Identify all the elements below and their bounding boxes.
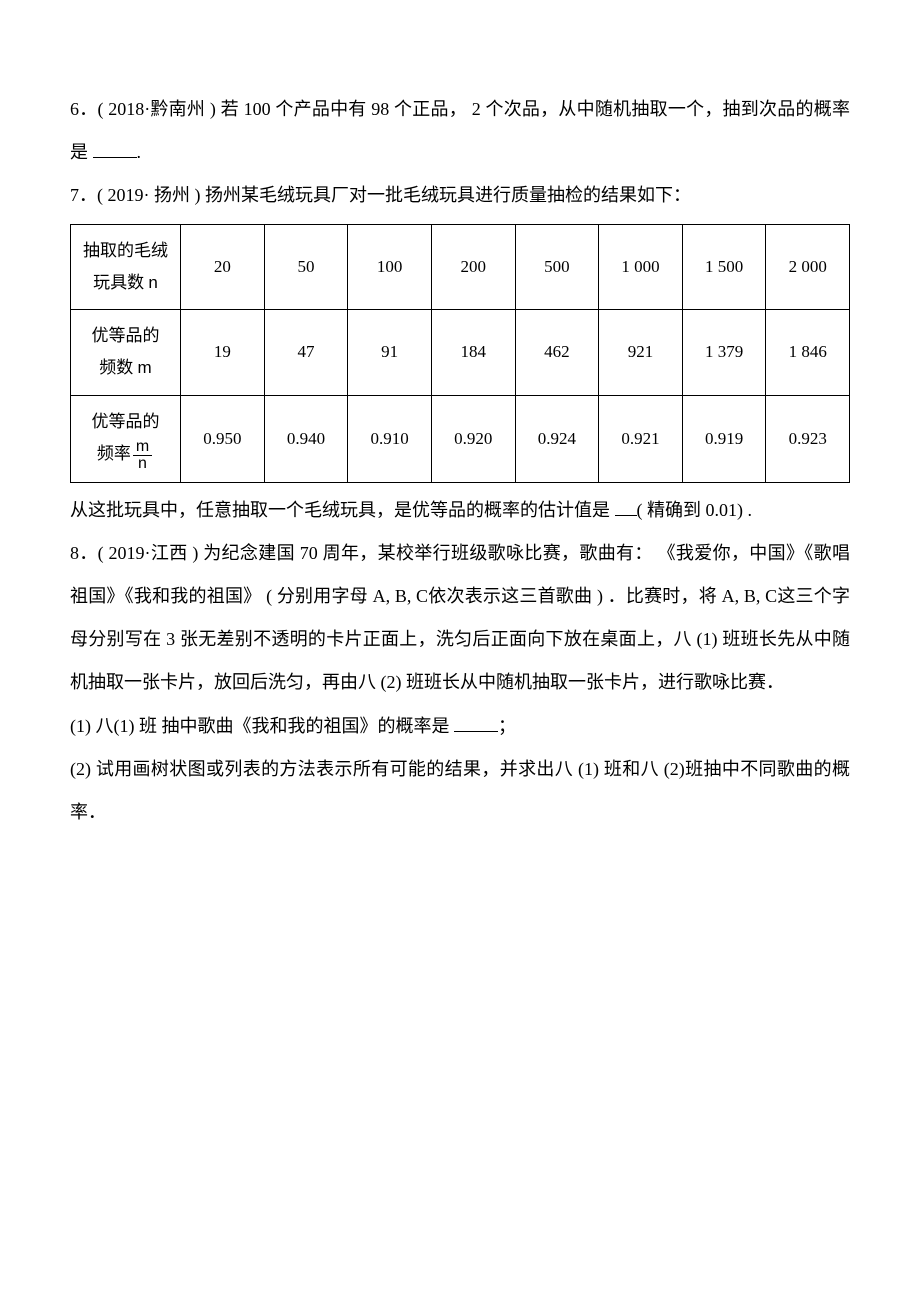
table-cell: 50 <box>264 224 348 310</box>
row-header-m: 优等品的 频数 m <box>71 310 181 396</box>
table-cell: 91 <box>348 310 432 396</box>
q7-after-b: 精确到 0.01) . <box>643 500 753 520</box>
q8-blank <box>454 714 498 732</box>
table-cell: 200 <box>431 224 515 310</box>
row-header-line1: 抽取的毛绒 <box>83 241 168 260</box>
row-header-line2b: n <box>148 273 157 292</box>
row-header-n: 抽取的毛绒 玩具数 n <box>71 224 181 310</box>
question-8-p1: 8．( 2019·江西 ) 为纪念建国 70 周年，某校举行班级歌咏比赛，歌曲有… <box>70 532 850 705</box>
table-cell: 0.920 <box>431 395 515 482</box>
q6-text-b: . <box>137 142 142 162</box>
q7-blank <box>615 498 637 516</box>
table-cell: 47 <box>264 310 348 396</box>
row-header-line2b: m <box>138 358 152 377</box>
row-header-line2a: 玩具数 <box>93 273 148 292</box>
q8-p2-b: ； <box>498 716 516 736</box>
table-cell: 0.921 <box>599 395 683 482</box>
row-header-freq: 优等品的 频率mn <box>71 395 181 482</box>
row-header-line1: 优等品的 <box>92 326 160 345</box>
table-cell: 0.910 <box>348 395 432 482</box>
row-header-line2a: 频率 <box>97 444 131 463</box>
q6-text-a: 6．( 2018·黔南州 ) 若 100 个产品中有 98 个正品， 2 个次品… <box>70 99 850 162</box>
question-8-p3: (2) 试用画树状图或列表的方法表示所有可能的结果，并求出八 (1) 班和八 (… <box>70 748 850 834</box>
table-cell: 1 846 <box>766 310 850 396</box>
q7-table: 抽取的毛绒 玩具数 n 20 50 100 200 500 1 000 1 50… <box>70 224 850 483</box>
table-cell: 1 379 <box>682 310 766 396</box>
question-7-intro: 7．( 2019· 扬州 ) 扬州某毛绒玩具厂对一批毛绒玩具进行质量抽检的结果如… <box>70 174 850 217</box>
table-cell: 1 000 <box>599 224 683 310</box>
frac-num: m <box>133 439 152 456</box>
table-cell: 0.923 <box>766 395 850 482</box>
q7-table-body: 抽取的毛绒 玩具数 n 20 50 100 200 500 1 000 1 50… <box>71 224 850 482</box>
table-cell: 19 <box>181 310 265 396</box>
frac-den: n <box>133 456 152 472</box>
table-cell: 20 <box>181 224 265 310</box>
table-cell: 500 <box>515 224 599 310</box>
question-6: 6．( 2018·黔南州 ) 若 100 个产品中有 98 个正品， 2 个次品… <box>70 88 850 174</box>
row-header-line2a: 频数 <box>99 358 137 377</box>
table-cell: 100 <box>348 224 432 310</box>
table-cell: 0.940 <box>264 395 348 482</box>
document-page: 6．( 2018·黔南州 ) 若 100 个产品中有 98 个正品， 2 个次品… <box>0 0 920 894</box>
table-cell: 1 500 <box>682 224 766 310</box>
table-cell: 0.924 <box>515 395 599 482</box>
table-cell: 921 <box>599 310 683 396</box>
q6-blank <box>93 140 137 158</box>
table-row: 抽取的毛绒 玩具数 n 20 50 100 200 500 1 000 1 50… <box>71 224 850 310</box>
table-row: 优等品的 频数 m 19 47 91 184 462 921 1 379 1 8… <box>71 310 850 396</box>
table-cell: 184 <box>431 310 515 396</box>
row-header-line1: 优等品的 <box>92 412 160 431</box>
q7-after-a: 从这批玩具中，任意抽取一个毛绒玩具，是优等品的概率的估计值是 <box>70 500 615 520</box>
table-cell: 0.919 <box>682 395 766 482</box>
table-row: 优等品的 频率mn 0.950 0.940 0.910 0.920 0.924 … <box>71 395 850 482</box>
question-8-p2: (1) 八(1) 班 抽中歌曲《我和我的祖国》的概率是 ； <box>70 705 850 748</box>
fraction-icon: mn <box>133 439 152 472</box>
question-7-after: 从这批玩具中，任意抽取一个毛绒玩具，是优等品的概率的估计值是 ( 精确到 0.0… <box>70 489 850 532</box>
table-cell: 0.950 <box>181 395 265 482</box>
table-cell: 462 <box>515 310 599 396</box>
q8-p2-a: (1) 八(1) 班 抽中歌曲《我和我的祖国》的概率是 <box>70 716 454 736</box>
table-cell: 2 000 <box>766 224 850 310</box>
